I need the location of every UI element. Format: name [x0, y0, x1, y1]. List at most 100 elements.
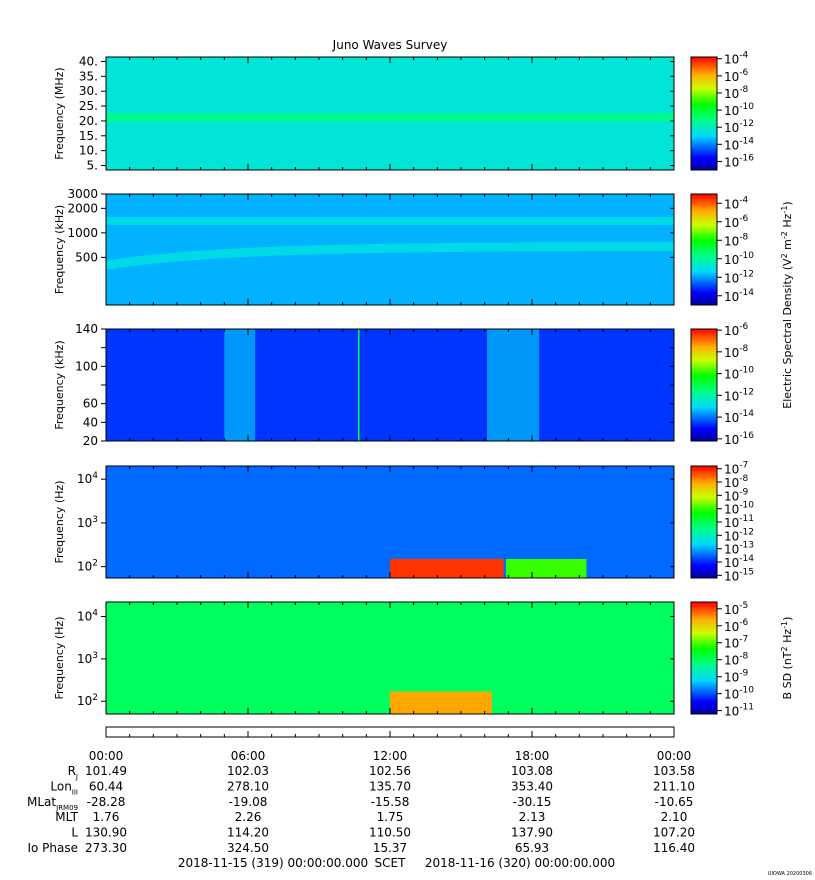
ephemeris-value: 278.10	[227, 779, 269, 793]
y-tick-label: 25.	[79, 99, 98, 113]
y-tick-label: 20.	[79, 114, 98, 128]
y-tick-label: 60	[83, 397, 98, 411]
y-tick-label: 104	[77, 609, 98, 624]
feature-intense_low_band-0	[390, 558, 504, 578]
colorbar-tick-label: 10-10	[724, 102, 754, 118]
colorbar-tick-label: 10-4	[724, 51, 749, 67]
colorbar-tick-label: 10-9	[724, 487, 749, 503]
time-tick-label: 18:00	[515, 749, 550, 763]
ephemeris-value: 2.26	[235, 810, 262, 824]
y-tick-label: 103	[77, 651, 98, 666]
y-tick-label: 140	[75, 322, 98, 336]
ephemeris-value: 137.90	[511, 826, 553, 840]
y-tick-label: 102	[77, 559, 98, 574]
colorbar-tick-label: 10-11	[724, 514, 754, 530]
colorbar-tick-label: 10-14	[724, 554, 754, 570]
colorbar-tick-label: 10-6	[724, 618, 749, 634]
spectrogram-p2	[106, 194, 674, 305]
y-tick-label: 1000	[67, 226, 98, 240]
feature-burst-1	[487, 329, 540, 441]
time-tick-label: 12:00	[373, 749, 408, 763]
shared-colorbar-label: Electric Spectral Density (V2 m-2 Hz-1)	[780, 201, 795, 408]
colorbar-tick-label: 10-9	[724, 669, 749, 685]
colorbar-tick-label: 10-14	[724, 288, 754, 304]
colorbar-tick-label: 10-10	[724, 501, 754, 517]
colorbar-tick-label: 10-12	[724, 387, 754, 403]
panel-p4: 102 103 104 Frequency (Hz) 10-710-810-910-10…	[53, 461, 754, 584]
feature-band-0	[106, 216, 674, 225]
ephemeris-value: 103.08	[511, 764, 553, 778]
colorbar-tick-label: 10-7	[724, 461, 748, 477]
colorbar-tick-label: 10-8	[724, 652, 749, 668]
colorbar-tick-label: 10-11	[724, 703, 754, 719]
footer-scet: SCET	[375, 856, 407, 870]
colorbar-tick-label: 10-12	[724, 269, 754, 285]
y-tick-label: 2000	[67, 201, 98, 215]
ephemeris-value: 2.10	[661, 810, 688, 824]
panels: 5.10.15.20.25.30.35.40. Frequency (MHz) 10…	[53, 51, 794, 719]
colorbar	[691, 466, 717, 578]
colorbar-tick-label: 10-10	[724, 251, 754, 267]
y-tick-label: 15.	[79, 129, 98, 143]
panel-p3: 20 40 60 100 140 Frequency (kHz) 10-6 10-8 10-10…	[53, 322, 754, 448]
colorbar	[691, 194, 717, 305]
colorbar-frame	[690, 56, 718, 171]
ephemeris-value: 353.40	[511, 779, 553, 793]
ephemeris-value: 211.10	[653, 779, 695, 793]
ephemeris-value: 130.90	[85, 826, 127, 840]
colorbar-tick-label: 10-14	[724, 409, 754, 425]
spectrogram-p5	[106, 602, 674, 714]
ephemeris-value: 15.37	[373, 841, 407, 855]
ephemeris-value: -15.58	[371, 795, 410, 809]
ephemeris-value: 273.30	[85, 841, 127, 855]
ephemeris-value: 110.50	[369, 826, 411, 840]
y-tick-label: 20	[83, 434, 98, 448]
ephemeris-value: 135.70	[369, 779, 411, 793]
y-tick-label: 40	[83, 415, 98, 429]
spectrogram-p3	[106, 329, 674, 441]
ephemeris-value: 1.76	[93, 810, 120, 824]
ephemeris-value: 1.75	[377, 810, 404, 824]
colorbar-tick-label: 10-16	[724, 153, 754, 169]
ephemeris-label: L	[71, 826, 78, 840]
ephemeris-value: 101.49	[85, 764, 127, 778]
feature-burst-0	[224, 329, 256, 441]
ephemeris-value: 324.50	[227, 841, 269, 855]
ephemeris-table: RJ 101.49 102.03 102.56 103.08 103.58 LonIII 60…	[27, 764, 695, 855]
ephemeris-value: -10.65	[655, 795, 694, 809]
ephemeris-label: Io Phase	[27, 841, 78, 855]
colorbar-tick-label: 10-15	[724, 567, 754, 583]
y-tick-label: 10.	[79, 144, 98, 158]
spectrogram-background	[106, 329, 674, 441]
y-axis-label: Frequency (MHz)	[53, 67, 66, 159]
spectrogram-p4	[106, 466, 674, 578]
colorbar-tick-label: 10-13	[724, 541, 754, 557]
colorbar	[691, 329, 717, 441]
colorbar-frame	[690, 193, 718, 306]
ephemeris-label: LonIII	[50, 779, 78, 796]
colorbar-frame	[690, 328, 718, 442]
colorbar-tick-label: 10-5	[724, 601, 748, 617]
colorbar-tick-label: 10-4	[724, 195, 749, 211]
ephemeris-label: MLatJRM09	[27, 795, 78, 812]
colorbar-tick-label: 10-6	[724, 68, 749, 84]
feature-band-0	[106, 113, 674, 122]
time-tick-label: 00:00	[657, 749, 692, 763]
stamp: UIOWA 20200306	[768, 871, 812, 877]
colorbar-tick-label: 10-6	[724, 214, 749, 230]
footer: 2018-11-15 (319) 00:00:00.000 SCET 2018-…	[178, 856, 615, 870]
colorbar-label: B SD (nT2 Hz-1)	[780, 617, 795, 700]
colorbar-tick-label: 10-16	[724, 431, 754, 447]
ephemeris-value: -19.08	[229, 795, 268, 809]
ephemeris-value: 2.13	[519, 810, 546, 824]
ephemeris-value: 114.20	[227, 826, 269, 840]
ephemeris-value: 102.03	[227, 764, 269, 778]
panel-p1: 5.10.15.20.25.30.35.40. Frequency (MHz) 10…	[53, 51, 754, 173]
y-tick-label: 5.	[87, 159, 98, 173]
feature-spike-2	[358, 329, 360, 441]
y-tick-label: 100	[75, 359, 98, 373]
ephemeris-value: 60.44	[89, 779, 123, 793]
